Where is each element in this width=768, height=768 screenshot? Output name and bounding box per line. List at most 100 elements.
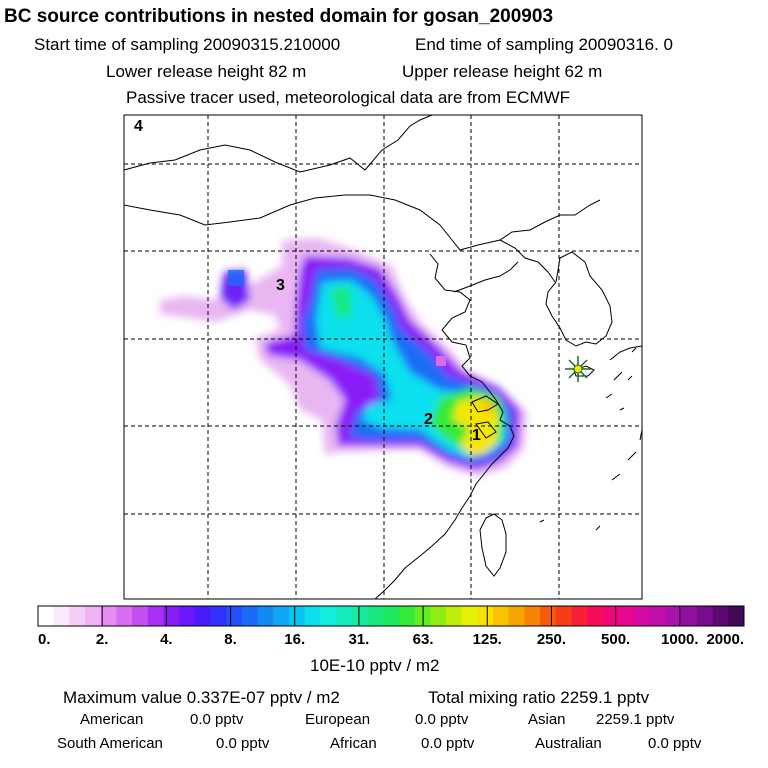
colorbar-swatch bbox=[38, 606, 55, 626]
coastline-japan bbox=[595, 345, 642, 531]
end-time-label: End time of sampling 20090316. 0 bbox=[415, 35, 674, 54]
colorbar-swatch bbox=[257, 606, 274, 626]
region-label-african: African bbox=[330, 735, 377, 752]
colorbar-swatch bbox=[665, 606, 682, 626]
region-label-american: American bbox=[80, 711, 144, 728]
colorbar-swatch bbox=[367, 606, 384, 626]
coastline-bohai bbox=[374, 253, 515, 599]
plume-speck bbox=[436, 356, 446, 366]
plume-green bbox=[330, 286, 352, 320]
colorbar bbox=[37, 605, 745, 627]
coastline-mainland bbox=[124, 115, 601, 251]
colorbar-swatch bbox=[304, 606, 321, 626]
map-label-1: 1 bbox=[472, 427, 481, 444]
map-label-3: 3 bbox=[276, 277, 285, 294]
region-label-european: European bbox=[305, 711, 371, 728]
total-mixing-label: Total mixing ratio 2259.1 pptv bbox=[428, 688, 650, 707]
chart-title: BC source contributions in nested domain… bbox=[4, 6, 554, 27]
max-value-label: Maximum value 0.337E-07 pptv / m2 bbox=[63, 688, 340, 707]
colorbar-swatch bbox=[336, 606, 353, 626]
plume-orange-spot bbox=[480, 398, 494, 414]
colorbar-swatch bbox=[116, 606, 133, 626]
coastline-taiwan bbox=[479, 513, 507, 577]
colorbar-tick-label: 16. bbox=[284, 631, 305, 648]
coastlines bbox=[124, 115, 642, 599]
colorbar-tick-label: 2. bbox=[96, 631, 109, 648]
tracer-note: Passive tracer used, meteorological data… bbox=[126, 88, 571, 107]
colorbar-swatch bbox=[383, 606, 400, 626]
plume-speck bbox=[228, 270, 244, 286]
region-value-asian: 2259.1 pptv bbox=[596, 711, 675, 728]
colorbar-swatch bbox=[618, 606, 635, 626]
colorbar-swatch bbox=[712, 606, 729, 626]
colorbar-tick-label: 8. bbox=[224, 631, 237, 648]
colorbar-swatch bbox=[728, 606, 745, 626]
colorbar-swatch bbox=[571, 606, 588, 626]
colorbar-tick-label: 125. bbox=[473, 631, 502, 648]
colorbar-swatch bbox=[100, 606, 117, 626]
colorbar-swatch bbox=[477, 606, 494, 626]
colorbar-swatch bbox=[540, 606, 557, 626]
region-value-african: 0.0 pptv bbox=[421, 735, 475, 752]
colorbar-swatch bbox=[132, 606, 149, 626]
map-label-2: 2 bbox=[424, 411, 433, 428]
colorbar-swatch bbox=[69, 606, 86, 626]
map-frame bbox=[123, 114, 643, 600]
region-label-australian: Australian bbox=[535, 735, 602, 752]
receptor-star-icon bbox=[565, 356, 591, 382]
colorbar-swatch bbox=[273, 606, 290, 626]
colorbar-tick-label: 250. bbox=[537, 631, 566, 648]
region-value-australian: 0.0 pptv bbox=[648, 735, 702, 752]
colorbar-swatch bbox=[53, 606, 70, 626]
coastline-jeju bbox=[573, 365, 595, 377]
coastline-yangtze bbox=[471, 395, 499, 439]
lower-height-label: Lower release height 82 m bbox=[106, 62, 307, 81]
colorbar-swatch bbox=[696, 606, 714, 626]
plume-layer bbox=[160, 238, 527, 476]
coastline-shandong bbox=[453, 261, 519, 293]
colorbar-swatch bbox=[649, 606, 667, 626]
colorbar-swatch bbox=[430, 606, 447, 626]
colorbar-swatch bbox=[634, 606, 651, 626]
colorbar-tick-label: 1000. bbox=[661, 631, 699, 648]
region-label-asian: Asian bbox=[528, 711, 566, 728]
region-value-south-american: 0.0 pptv bbox=[216, 735, 270, 752]
map-label-4: 4 bbox=[134, 118, 143, 135]
colorbar-swatch bbox=[492, 606, 510, 626]
colorbar-tick-label: 2000. bbox=[706, 631, 744, 648]
colorbar-swatch bbox=[210, 606, 227, 626]
colorbar-tick-label: 0. bbox=[38, 631, 51, 648]
colorbar-frame bbox=[37, 605, 745, 627]
colorbar-tick-label: 500. bbox=[601, 631, 630, 648]
colorbar-swatch bbox=[524, 606, 541, 626]
colorbar-swatch bbox=[602, 606, 619, 626]
coastline-korea bbox=[499, 239, 613, 347]
colorbar-tick-label: 63. bbox=[413, 631, 434, 648]
colorbar-swatch bbox=[289, 606, 306, 626]
colorbar-swatch bbox=[320, 606, 337, 626]
colorbar-swatch bbox=[194, 606, 212, 626]
colorbar-swatch bbox=[445, 606, 463, 626]
colorbar-swatch bbox=[587, 606, 604, 626]
colorbar-swatch bbox=[461, 606, 478, 626]
colorbar-swatch bbox=[351, 606, 368, 626]
colorbar-swatch bbox=[555, 606, 572, 626]
colorbar-tick-label: 31. bbox=[348, 631, 369, 648]
colorbar-swatch bbox=[398, 606, 416, 626]
region-value-european: 0.0 pptv bbox=[415, 711, 469, 728]
colorbar-swatch bbox=[508, 606, 525, 626]
region-value-american: 0.0 pptv bbox=[190, 711, 244, 728]
colorbar-swatch bbox=[226, 606, 243, 626]
colorbar-swatch bbox=[147, 606, 165, 626]
colorbar-tick-label: 4. bbox=[160, 631, 173, 648]
colorbar-swatch bbox=[85, 606, 102, 626]
colorbar-units: 10E-10 pptv / m2 bbox=[310, 656, 440, 675]
colorbar-swatch bbox=[179, 606, 196, 626]
upper-height-label: Upper release height 62 m bbox=[402, 62, 603, 81]
region-label-south-american: South American bbox=[57, 735, 163, 752]
colorbar-swatch bbox=[681, 606, 698, 626]
grid bbox=[124, 115, 642, 599]
start-time-label: Start time of sampling 20090315.210000 bbox=[34, 35, 341, 54]
coastline-islands bbox=[539, 347, 637, 523]
